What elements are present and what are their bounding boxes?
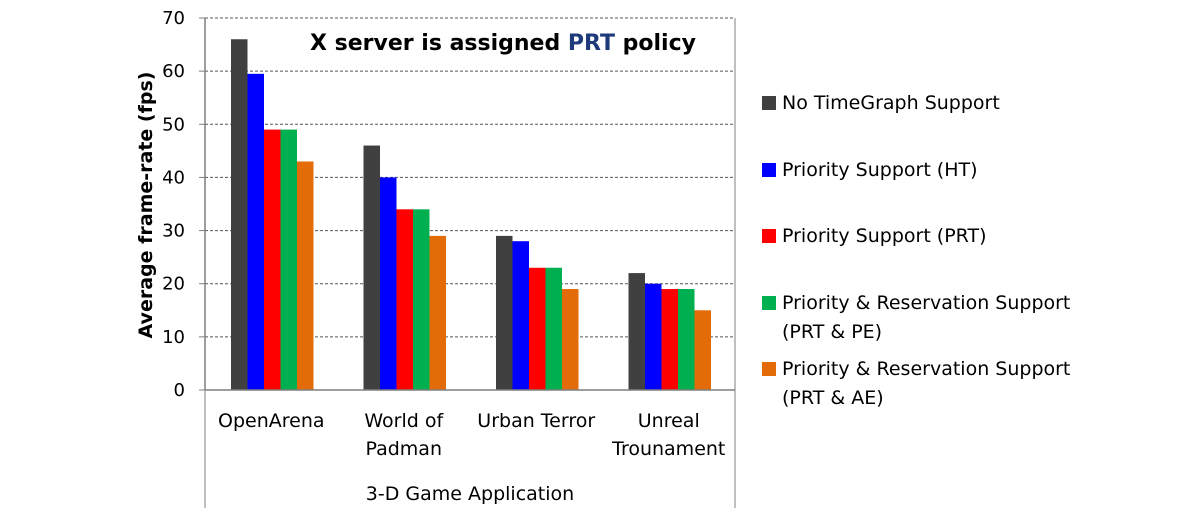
legend-label-line: Priority Support (HT) (782, 159, 978, 181)
bar (429, 235, 446, 390)
y-tick-label: 20 (162, 274, 185, 295)
category-label: Urban Terror (477, 410, 595, 432)
legend-label-line: Priority Support (PRT) (782, 225, 987, 247)
y-axis-title: Average frame-rate (fps) (135, 72, 157, 339)
legend-swatch (762, 296, 776, 310)
y-tick-labels: 0 10 20 30 40 50 60 70 (162, 8, 185, 401)
legend-label-line: Priority & Reservation Support (782, 292, 1070, 314)
bar (231, 39, 248, 390)
bar (380, 177, 397, 390)
x-axis-title: 3-D Game Application (366, 483, 574, 505)
chart-title-suffix: policy (615, 31, 696, 56)
category-label: Unreal Trounament (611, 410, 725, 460)
bar (264, 129, 281, 390)
bar (496, 235, 513, 390)
legend-label: Priority & Reservation Support (PRT & AE) (782, 358, 1070, 409)
bar (280, 129, 297, 390)
category-labels: OpenArena World of Padman Urban Terror Unrea… (218, 410, 725, 460)
bar (413, 209, 430, 390)
legend-swatch (762, 362, 776, 376)
y-tick-label: 30 (162, 221, 185, 242)
chart-title-highlight: PRT (568, 31, 615, 56)
bar (363, 145, 380, 390)
bar (694, 310, 711, 390)
chart-title-prefix: X server is assigned (310, 31, 568, 56)
y-tick-label: 10 (162, 327, 185, 348)
chart-title: X server is assigned PRT policy (310, 31, 696, 56)
bar (396, 209, 413, 390)
bar (247, 73, 264, 391)
legend-label: No TimeGraph Support (782, 92, 1000, 114)
legend-swatch (762, 163, 776, 177)
category-label-line: OpenArena (218, 410, 325, 432)
legend-label-line: Priority & Reservation Support (782, 358, 1070, 380)
legend-label: Priority Support (HT) (782, 159, 978, 181)
legend-label-line: (PRT & PE) (782, 321, 882, 343)
legend-label-line: (PRT & AE) (782, 387, 884, 409)
category-label-line: Urban Terror (477, 410, 595, 432)
bar (645, 283, 662, 390)
bar (545, 267, 562, 390)
y-tick-label: 40 (162, 167, 185, 188)
bar (297, 161, 314, 390)
y-tick-label: 60 (162, 61, 185, 82)
category-label: World of Padman (364, 410, 444, 460)
legend-label: Priority Support (PRT) (782, 225, 987, 247)
y-tick-label: 50 (162, 114, 185, 135)
legend-swatch (762, 96, 776, 110)
bar (628, 273, 645, 390)
bar (529, 267, 546, 390)
category-label: OpenArena (218, 410, 325, 432)
bar (661, 289, 678, 390)
legend-swatch (762, 229, 776, 243)
bar (512, 241, 529, 390)
category-label-line: World of (364, 410, 444, 432)
legend-label: Priority & Reservation Support (PRT & PE) (782, 292, 1070, 343)
category-label-line: Unreal (638, 410, 700, 432)
bar (678, 289, 695, 390)
y-tick-label: 70 (162, 8, 185, 29)
legend: No TimeGraph Support Priority Support (HT… (762, 92, 1070, 409)
y-tick-label: 0 (174, 380, 185, 401)
category-label-line: Padman (365, 438, 442, 460)
category-label-line: Trounament (611, 438, 725, 460)
bars (231, 39, 711, 391)
legend-label-line: No TimeGraph Support (782, 92, 1000, 114)
bar (562, 289, 579, 390)
